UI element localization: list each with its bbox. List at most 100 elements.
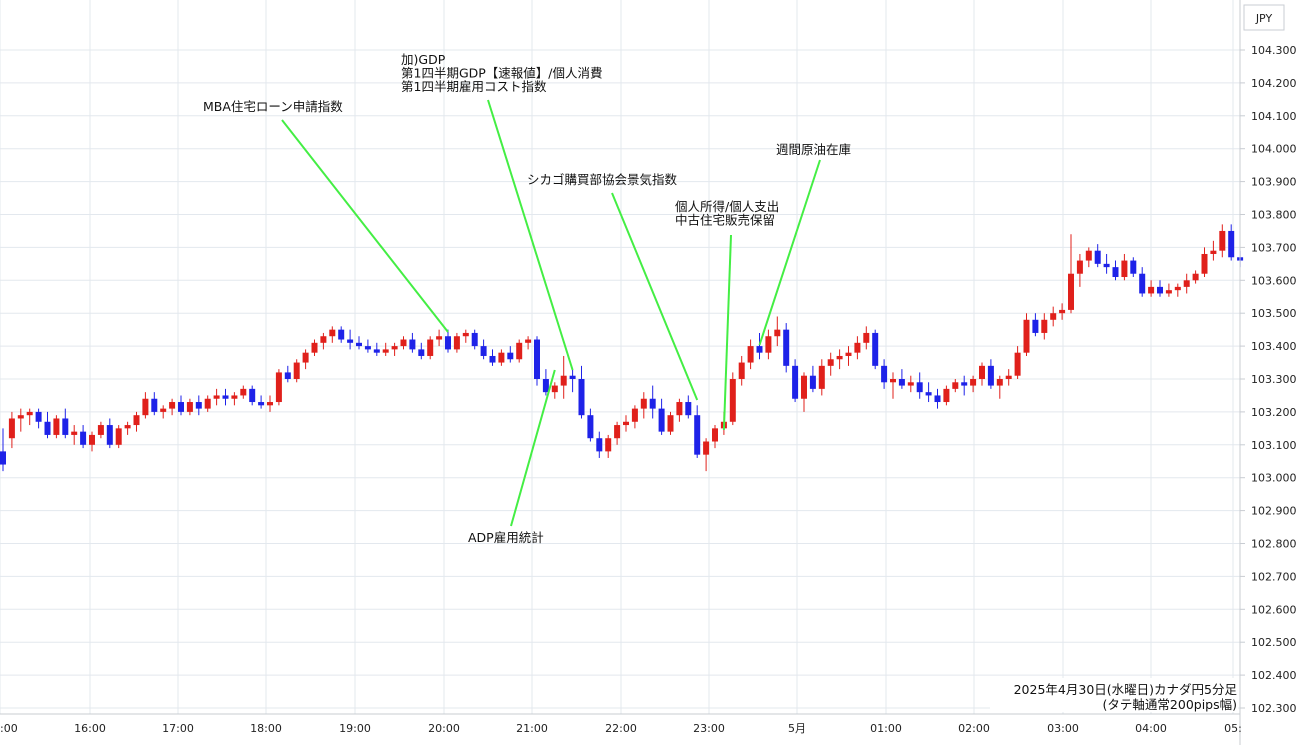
candle — [676, 398, 683, 422]
candle — [1050, 306, 1057, 327]
candle — [71, 425, 78, 445]
x-tick-label: 16:00 — [74, 722, 106, 735]
candle — [1183, 273, 1190, 294]
candle — [1148, 280, 1155, 297]
candle — [320, 332, 327, 350]
candle-body — [1219, 230, 1226, 251]
currency-label: JPY — [1255, 12, 1273, 25]
candle — [311, 339, 318, 356]
candle-body — [961, 382, 968, 386]
candle — [186, 398, 193, 416]
candle — [1165, 283, 1172, 297]
candle — [364, 339, 371, 353]
candle-body — [1130, 260, 1137, 274]
candle — [1228, 224, 1235, 261]
candle-body — [987, 365, 994, 386]
candle — [275, 369, 282, 406]
annotation-label: 中古住宅販売保留 — [675, 213, 775, 228]
candle — [1139, 267, 1146, 297]
candle — [623, 415, 629, 432]
candle-body — [89, 434, 95, 445]
candle — [818, 359, 825, 396]
candle — [53, 415, 60, 439]
candle-body — [836, 355, 843, 360]
candle — [756, 332, 763, 360]
candle-body — [44, 421, 51, 435]
candle — [792, 359, 799, 403]
candle — [498, 349, 505, 366]
candle-body — [827, 359, 834, 366]
candle-body — [8, 418, 15, 439]
candle — [979, 362, 985, 386]
candle — [35, 408, 42, 429]
y-tick-label: 103.000 — [1251, 472, 1297, 485]
candle — [898, 369, 905, 389]
candle-body — [284, 372, 291, 379]
candle — [1210, 240, 1217, 261]
candle — [694, 405, 701, 458]
candle — [0, 428, 6, 472]
candle-body — [302, 352, 309, 363]
candle — [293, 359, 300, 383]
x-tick-label: 5月 — [788, 722, 806, 735]
candle — [195, 395, 202, 416]
candle — [578, 365, 585, 419]
candle-body — [391, 346, 398, 350]
candle-body — [311, 342, 318, 353]
candle — [62, 408, 69, 439]
candle-body — [640, 398, 647, 409]
y-tick-label: 103.200 — [1251, 406, 1297, 419]
candle — [854, 336, 861, 360]
candle-body — [17, 415, 24, 419]
candle-body — [400, 339, 407, 347]
x-tick-label: :00 — [0, 722, 18, 735]
candle — [240, 385, 247, 399]
candle-body — [1014, 352, 1021, 376]
x-tick-label: 04:00 — [1135, 722, 1167, 735]
candle-body — [1201, 253, 1208, 274]
candle-body — [614, 425, 621, 439]
candle-body — [1085, 250, 1092, 261]
candle — [827, 352, 834, 376]
candle — [267, 395, 273, 412]
candle — [712, 425, 718, 449]
x-tick-label: 05: — [1224, 722, 1242, 735]
annotation-label: 第1四半期雇用コスト指数 — [401, 79, 547, 94]
candle — [542, 369, 549, 396]
candle-body — [462, 332, 469, 337]
candle — [863, 326, 870, 350]
candle-body — [1148, 286, 1155, 294]
candle — [1192, 270, 1199, 284]
candle-body — [169, 402, 176, 409]
candle-body — [258, 402, 265, 406]
candle — [729, 372, 736, 426]
candle — [169, 398, 176, 416]
candle — [284, 365, 291, 383]
x-axis: :00 16:00 17:00 18:00 19:00 20:00 21:00 22:00 23… — [0, 713, 1242, 735]
candle — [934, 388, 941, 409]
annotation-label: 週間原油在庫 — [776, 142, 851, 157]
candle-body — [952, 382, 959, 389]
candle-body — [631, 408, 638, 422]
candle-body — [907, 382, 914, 386]
y-tick-label: 104.100 — [1251, 110, 1297, 123]
candle-body — [53, 418, 60, 435]
candle — [996, 375, 1003, 399]
y-tick-label: 103.700 — [1251, 241, 1297, 254]
candle-body — [213, 395, 220, 399]
candle-body — [347, 339, 354, 343]
candle — [160, 405, 167, 419]
candle — [801, 372, 807, 412]
annotation-label: ADP雇用統計 — [468, 530, 544, 545]
y-tick-label: 102.800 — [1251, 538, 1297, 551]
candle — [1112, 260, 1119, 281]
candle-body — [249, 388, 256, 403]
candle-body — [1076, 260, 1083, 274]
candle — [667, 411, 674, 435]
y-tick-label: 103.400 — [1251, 340, 1297, 353]
candle — [516, 339, 523, 363]
candle — [836, 349, 843, 370]
candle — [605, 434, 612, 458]
y-tick-label: 104.300 — [1251, 44, 1297, 57]
annotation-leader — [722, 234, 732, 431]
